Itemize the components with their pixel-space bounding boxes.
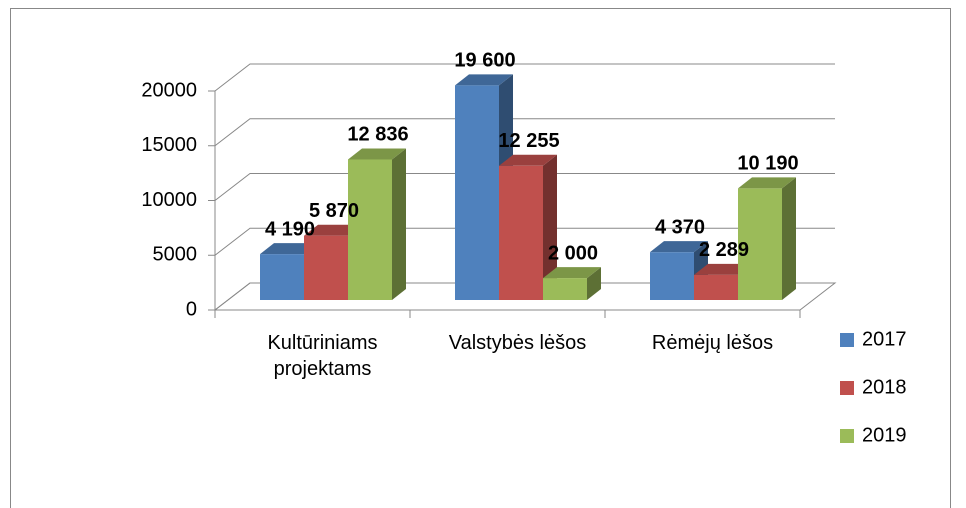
y-tick-label: 5000: [153, 244, 198, 266]
grid-line: [214, 118, 835, 147]
bar: [455, 85, 499, 300]
grid-line: [214, 63, 835, 92]
bar: [738, 188, 782, 300]
data-label: 4 190: [265, 218, 315, 240]
legend-swatch: [840, 333, 854, 347]
bar-side: [782, 177, 796, 300]
chart-border: [10, 8, 951, 508]
bar-side: [392, 148, 406, 300]
data-label: 4 370: [655, 216, 705, 238]
grid-line: [214, 282, 835, 311]
bar: [499, 165, 543, 300]
bar-top: [543, 267, 601, 279]
grid-line: [214, 227, 835, 256]
bar: [694, 274, 738, 300]
bar-top: [260, 243, 318, 255]
bar-side: [543, 154, 557, 300]
legend-label: 2017: [862, 328, 907, 350]
data-label: 2 289: [699, 239, 749, 261]
x-tick-label: Kultūriniams projektams: [267, 332, 378, 380]
bar: [304, 235, 348, 300]
x-tick-label: Valstybės lėšos: [448, 332, 587, 354]
bar-top: [650, 241, 708, 253]
legend-swatch: [840, 429, 854, 443]
bar-top: [738, 177, 796, 189]
y-tick-label: 0: [186, 298, 197, 320]
bar-top: [348, 148, 406, 160]
y-tick-label: 10000: [141, 189, 197, 211]
bar-top: [304, 224, 362, 236]
data-label: 12 836: [347, 124, 408, 146]
legend-swatch: [840, 381, 854, 395]
data-label: 19 600: [454, 50, 515, 72]
bar-top: [694, 263, 752, 275]
bar: [543, 278, 587, 300]
x-tick-label: Rėmėjų lėšos: [651, 332, 774, 354]
y-tick-label: 20000: [141, 79, 197, 101]
bar: [260, 254, 304, 300]
data-label: 5 870: [309, 200, 359, 222]
data-label: 2 000: [548, 242, 598, 264]
data-label: 10 190: [737, 153, 798, 175]
bar-side: [587, 267, 601, 300]
data-label: 12 255: [498, 130, 559, 152]
bar-top: [499, 154, 557, 166]
y-tick-label: 15000: [141, 134, 197, 156]
legend-label: 2018: [862, 376, 907, 398]
bar-top: [455, 74, 513, 86]
bar: [348, 159, 392, 300]
grid-line: [214, 173, 835, 201]
legend-label: 2019: [862, 424, 907, 446]
bar: [650, 252, 694, 300]
